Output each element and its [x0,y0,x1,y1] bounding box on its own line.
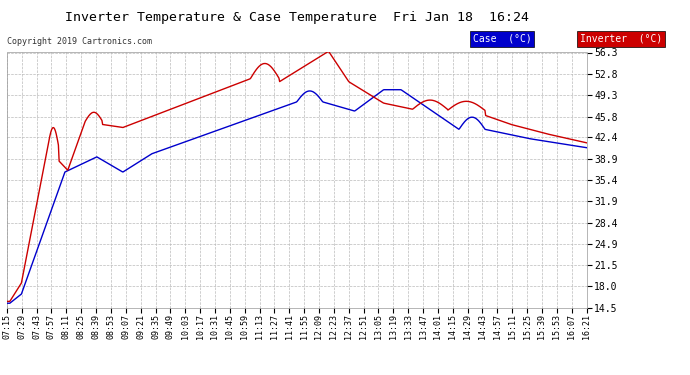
Text: Copyright 2019 Cartronics.com: Copyright 2019 Cartronics.com [7,38,152,46]
Text: Case  (°C): Case (°C) [473,34,531,44]
Text: Inverter  (°C): Inverter (°C) [580,34,662,44]
Text: Inverter Temperature & Case Temperature  Fri Jan 18  16:24: Inverter Temperature & Case Temperature … [65,11,529,24]
